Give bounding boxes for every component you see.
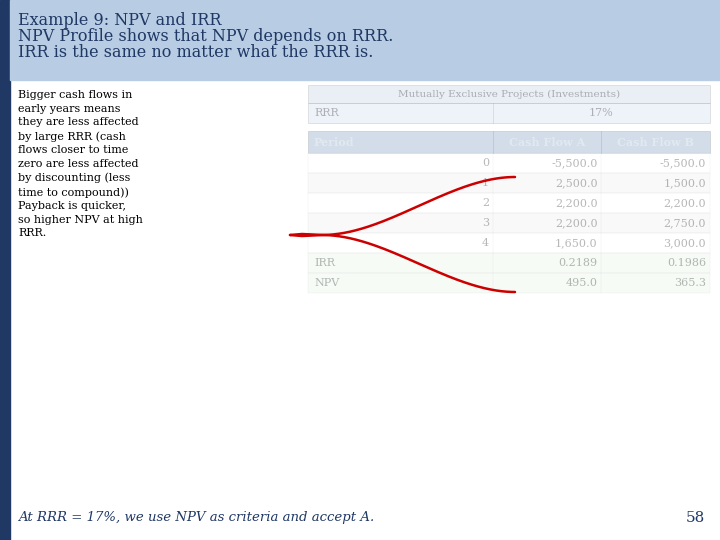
Text: 58: 58: [685, 511, 705, 525]
Bar: [308, 153, 710, 173]
Text: Cash Flow B: Cash Flow B: [617, 137, 694, 147]
Text: IRR is the same no matter what the RRR is.: IRR is the same no matter what the RRR i…: [18, 44, 374, 61]
Text: NPV Profile shows that NPV depends on RRR.: NPV Profile shows that NPV depends on RR…: [18, 28, 393, 45]
Text: 2,200.0: 2,200.0: [555, 198, 598, 208]
Text: 0.2189: 0.2189: [558, 258, 598, 268]
Text: NPV: NPV: [314, 278, 339, 288]
Text: 2,200.0: 2,200.0: [555, 218, 598, 228]
Bar: [308, 85, 710, 103]
Text: Period: Period: [314, 137, 355, 147]
Text: 17%: 17%: [589, 108, 614, 118]
Text: 2: 2: [482, 198, 489, 208]
Text: 0: 0: [482, 158, 489, 168]
Bar: [308, 193, 710, 213]
Bar: [308, 131, 710, 153]
Text: 365.3: 365.3: [674, 278, 706, 288]
Bar: [308, 253, 710, 273]
Bar: [308, 213, 710, 233]
Text: 4: 4: [482, 238, 489, 248]
Bar: [308, 103, 710, 123]
Text: 2,750.0: 2,750.0: [664, 218, 706, 228]
Text: 1,500.0: 1,500.0: [663, 178, 706, 188]
Text: At RRR = 17%, we use NPV as criteria and accept A.: At RRR = 17%, we use NPV as criteria and…: [18, 511, 374, 524]
Bar: [10, 0, 720, 80]
Text: Bigger cash flows in
early years means
they are less affected
by large RRR (cash: Bigger cash flows in early years means t…: [18, 90, 143, 239]
Text: Example 9: NPV and IRR: Example 9: NPV and IRR: [18, 12, 222, 29]
Text: 3: 3: [482, 218, 489, 228]
Bar: [0, 0, 10, 540]
Text: 1: 1: [482, 178, 489, 188]
Text: 495.0: 495.0: [565, 278, 598, 288]
Text: -5,500.0: -5,500.0: [660, 158, 706, 168]
Text: RRR: RRR: [314, 108, 338, 118]
Bar: [10, 502, 720, 540]
Text: Cash Flow A: Cash Flow A: [509, 137, 585, 147]
Text: IRR: IRR: [314, 258, 335, 268]
Text: 2,500.0: 2,500.0: [555, 178, 598, 188]
Bar: [308, 173, 710, 193]
Bar: [308, 233, 710, 253]
Text: -5,500.0: -5,500.0: [551, 158, 598, 168]
Text: 2,200.0: 2,200.0: [663, 198, 706, 208]
Bar: [308, 273, 710, 293]
Text: Mutually Exclusive Projects (Investments): Mutually Exclusive Projects (Investments…: [398, 90, 620, 99]
Text: 0.1986: 0.1986: [667, 258, 706, 268]
Text: 3,000.0: 3,000.0: [663, 238, 706, 248]
Text: 1,650.0: 1,650.0: [555, 238, 598, 248]
